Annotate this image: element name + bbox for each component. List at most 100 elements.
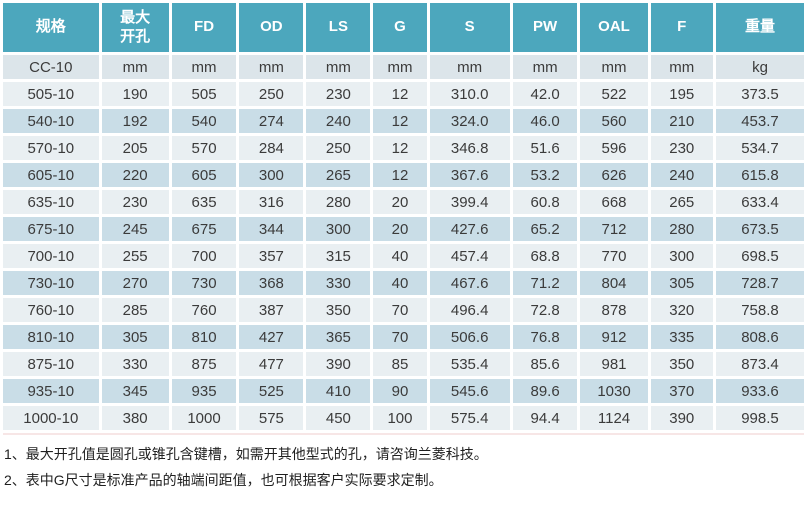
value-cell-ls: 410 — [306, 379, 371, 403]
value-cell-f: 350 — [650, 352, 713, 376]
value-cell-s: 427.6 — [429, 217, 510, 241]
footnote-1: 1、最大开孔值是圆孔或锥孔含键槽，如需开其他型式的孔，请咨询兰菱科技。 — [4, 446, 488, 462]
value-cell-max-bore: 205 — [101, 136, 169, 160]
table-row: 1000-10 380 1000 575 450 100 575.4 94.4 1124 390 9… — [3, 406, 804, 430]
table-bottom-edge — [3, 433, 804, 435]
value-cell-od: 250 — [239, 82, 304, 106]
value-cell-od: 284 — [239, 136, 304, 160]
spec-cell: 675-10 — [3, 217, 99, 241]
value-cell-f: 265 — [650, 190, 713, 214]
value-cell-oal: 981 — [580, 352, 648, 376]
value-cell-ls: 350 — [306, 298, 371, 322]
value-cell-s: 467.6 — [429, 271, 510, 295]
unit-cell-oal: mm — [580, 55, 648, 79]
value-cell-oal: 596 — [580, 136, 648, 160]
spec-cell: 570-10 — [3, 136, 99, 160]
spec-cell: 875-10 — [3, 352, 99, 376]
value-cell-fd: 875 — [171, 352, 237, 376]
spec-cell: 935-10 — [3, 379, 99, 403]
table-row: 675-10 245 675 344 300 20 427.6 65.2 712 280 673.5 — [3, 217, 804, 241]
value-cell-pw: 76.8 — [512, 325, 578, 349]
value-cell-f: 300 — [650, 244, 713, 268]
value-cell-weight: 673.5 — [715, 217, 804, 241]
table-row: 700-10 255 700 357 315 40 457.4 68.8 770 300 698.5 — [3, 244, 804, 268]
value-cell-weight: 758.8 — [715, 298, 804, 322]
value-cell-weight: 933.6 — [715, 379, 804, 403]
value-cell-max-bore: 245 — [101, 217, 169, 241]
table-row: 760-10 285 760 387 350 70 496.4 72.8 878 320 758.8 — [3, 298, 804, 322]
column-header-max-bore: 最大 开孔 — [101, 3, 169, 52]
spec-cell: 635-10 — [3, 190, 99, 214]
value-cell-weight: 615.8 — [715, 163, 804, 187]
value-cell-fd: 635 — [171, 190, 237, 214]
value-cell-od: 274 — [239, 109, 304, 133]
value-cell-max-bore: 330 — [101, 352, 169, 376]
value-cell-g: 12 — [373, 109, 427, 133]
table-header-row: 规格 最大 开孔 FD OD LS G S PW OAL F 重量 — [3, 3, 804, 52]
value-cell-s: 324.0 — [429, 109, 510, 133]
value-cell-fd: 505 — [171, 82, 237, 106]
value-cell-max-bore: 380 — [101, 406, 169, 430]
value-cell-max-bore: 220 — [101, 163, 169, 187]
value-cell-pw: 65.2 — [512, 217, 578, 241]
value-cell-od: 357 — [239, 244, 304, 268]
column-header-fd: FD — [171, 3, 237, 52]
value-cell-s: 399.4 — [429, 190, 510, 214]
unit-cell-ls: mm — [306, 55, 371, 79]
value-cell-od: 387 — [239, 298, 304, 322]
value-cell-ls: 300 — [306, 217, 371, 241]
value-cell-max-bore: 270 — [101, 271, 169, 295]
value-cell-weight: 453.7 — [715, 109, 804, 133]
value-cell-f: 370 — [650, 379, 713, 403]
value-cell-weight: 998.5 — [715, 406, 804, 430]
value-cell-weight: 873.4 — [715, 352, 804, 376]
value-cell-oal: 1124 — [580, 406, 648, 430]
table-row: 605-10 220 605 300 265 12 367.6 53.2 626 240 615.8 — [3, 163, 804, 187]
value-cell-fd: 760 — [171, 298, 237, 322]
value-cell-fd: 810 — [171, 325, 237, 349]
footnotes: 1、最大开孔值是圆孔或锥孔含键槽，如需开其他型式的孔，请咨询兰菱科技。 2、表中… — [0, 435, 807, 493]
value-cell-f: 230 — [650, 136, 713, 160]
value-cell-ls: 230 — [306, 82, 371, 106]
unit-cell-f: mm — [650, 55, 713, 79]
value-cell-fd: 1000 — [171, 406, 237, 430]
value-cell-pw: 89.6 — [512, 379, 578, 403]
value-cell-s: 457.4 — [429, 244, 510, 268]
column-header-oal: OAL — [580, 3, 648, 52]
table-row: 810-10 305 810 427 365 70 506.6 76.8 912 335 808.6 — [3, 325, 804, 349]
unit-cell-pw: mm — [512, 55, 578, 79]
value-cell-od: 477 — [239, 352, 304, 376]
unit-cell-max-bore: mm — [101, 55, 169, 79]
value-cell-max-bore: 230 — [101, 190, 169, 214]
value-cell-max-bore: 285 — [101, 298, 169, 322]
value-cell-g: 12 — [373, 163, 427, 187]
value-cell-f: 390 — [650, 406, 713, 430]
value-cell-s: 506.6 — [429, 325, 510, 349]
value-cell-pw: 51.6 — [512, 136, 578, 160]
unit-cell-s: mm — [429, 55, 510, 79]
value-cell-pw: 60.8 — [512, 190, 578, 214]
value-cell-od: 575 — [239, 406, 304, 430]
value-cell-oal: 668 — [580, 190, 648, 214]
value-cell-oal: 626 — [580, 163, 648, 187]
column-header-pw: PW — [512, 3, 578, 52]
value-cell-oal: 912 — [580, 325, 648, 349]
value-cell-ls: 250 — [306, 136, 371, 160]
value-cell-g: 20 — [373, 190, 427, 214]
series-label: CC-10 — [3, 55, 99, 79]
value-cell-pw: 68.8 — [512, 244, 578, 268]
value-cell-weight: 808.6 — [715, 325, 804, 349]
value-cell-g: 12 — [373, 82, 427, 106]
table-row: 875-10 330 875 477 390 85 535.4 85.6 981 350 873.4 — [3, 352, 804, 376]
value-cell-ls: 450 — [306, 406, 371, 430]
value-cell-weight: 698.5 — [715, 244, 804, 268]
value-cell-od: 300 — [239, 163, 304, 187]
column-header-od: OD — [239, 3, 304, 52]
value-cell-f: 280 — [650, 217, 713, 241]
value-cell-fd: 730 — [171, 271, 237, 295]
value-cell-g: 70 — [373, 325, 427, 349]
table-row: 570-10 205 570 284 250 12 346.8 51.6 596 230 534.7 — [3, 136, 804, 160]
value-cell-pw: 71.2 — [512, 271, 578, 295]
column-header-weight: 重量 — [715, 3, 804, 52]
table-row: 730-10 270 730 368 330 40 467.6 71.2 804 305 728.7 — [3, 271, 804, 295]
